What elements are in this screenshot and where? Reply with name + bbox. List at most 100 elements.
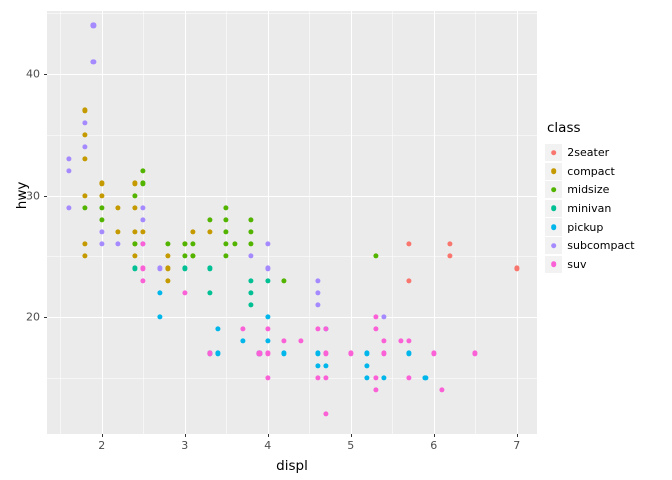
data-point-subcompact [99,229,105,235]
data-point-2seater [406,277,412,284]
data-point-midsize [190,241,196,247]
data-point-midsize [231,241,238,247]
data-point-2seater [447,253,453,259]
data-point-suv [381,338,387,344]
legend-entry-minivan: minivan [545,199,635,218]
legend-entry-subcompact: subcompact [545,236,635,255]
data-point-pickup [364,350,370,357]
data-point-suv [373,314,379,320]
data-point-minivan [207,290,213,296]
data-point-midsize [132,192,138,199]
data-point-subcompact [82,144,88,150]
legend-entry-2seater: 2seater [545,144,635,162]
x-tick-mark [350,434,352,437]
data-point-suv [439,387,445,393]
legend-label: midsize [567,183,610,197]
data-point-suv [182,290,188,296]
data-point-suv [323,350,329,357]
data-point-compact [132,229,138,235]
x-tick-mark [101,434,103,437]
major-gridline [101,11,103,434]
minor-gridline [47,134,537,136]
data-point-compact [115,229,121,235]
legend-point-icon [550,242,557,249]
legend-key-swatch [545,199,563,218]
minor-gridline [475,11,477,434]
data-point-compact [207,229,213,235]
data-point-suv [472,350,478,357]
data-point-subcompact [99,241,105,247]
data-point-pickup [314,363,321,369]
data-point-suv [240,326,246,332]
data-point-pickup [422,375,428,381]
data-point-compact [99,192,105,199]
legend-label: minivan [567,201,612,215]
data-point-subcompact [381,314,387,320]
data-point-minivan [182,265,188,271]
major-gridline [516,11,518,434]
x-tick-mark [184,434,186,437]
legend-point-icon [550,261,557,267]
data-point-suv [265,375,271,381]
minor-gridline [226,11,228,434]
data-point-midsize [223,217,229,223]
data-point-compact [82,156,88,162]
data-point-suv [431,350,437,357]
minor-gridline [143,11,145,434]
data-point-pickup [364,375,370,381]
data-point-subcompact [65,205,72,211]
data-point-midsize [373,253,379,259]
data-point-subcompact [157,265,163,271]
data-point-suv [323,375,329,381]
major-gridline [47,195,537,197]
minor-gridline [309,11,311,434]
legend-entry-midsize: midsize [545,181,635,199]
data-point-subcompact [90,22,96,28]
data-point-midsize [132,241,138,247]
legend-entry-pickup: pickup [545,218,635,236]
x-axis-title: displ [276,458,308,474]
data-point-midsize [99,217,105,223]
data-point-pickup [281,350,287,357]
data-point-compact [165,277,171,284]
data-point-subcompact [65,156,72,162]
y-tick-mark [44,74,47,75]
data-point-midsize [223,205,229,211]
data-point-pickup [265,314,271,320]
data-point-suv [140,241,146,247]
plot-panel [47,11,537,434]
data-point-suv [323,326,329,332]
data-point-suv [314,375,321,381]
y-tick-label: 30 [26,189,40,202]
data-point-midsize [248,217,254,223]
legend-point-icon [550,187,557,193]
y-tick-label: 20 [26,310,40,324]
legend-entry-suv: suv [545,255,635,273]
x-tick-mark [267,434,269,437]
data-point-subcompact [140,205,146,211]
data-point-pickup [364,363,370,369]
minor-gridline [47,377,537,379]
data-point-suv [323,411,329,417]
data-point-suv [265,350,271,357]
data-point-compact [82,241,88,247]
x-tick-label: 2 [98,439,106,452]
legend-key-swatch [545,255,563,273]
data-point-pickup [215,350,221,357]
data-point-subcompact [140,217,146,223]
data-point-compact [132,180,138,186]
major-gridline [47,74,537,75]
data-point-compact [99,180,105,186]
x-tick-mark [516,434,518,437]
data-point-suv [373,375,379,381]
major-gridline [47,317,537,318]
data-point-suv [140,277,146,284]
legend: class 2seater compact midsize minivan pickup… [545,120,635,274]
legend-entries: 2seater compact midsize minivan pickup subcom… [545,144,635,273]
legend-key-swatch [545,144,563,162]
minor-gridline [47,256,537,258]
data-point-2seater [447,241,453,247]
data-point-pickup [215,326,221,332]
x-tick-mark [433,434,435,437]
legend-title: class [547,120,581,136]
